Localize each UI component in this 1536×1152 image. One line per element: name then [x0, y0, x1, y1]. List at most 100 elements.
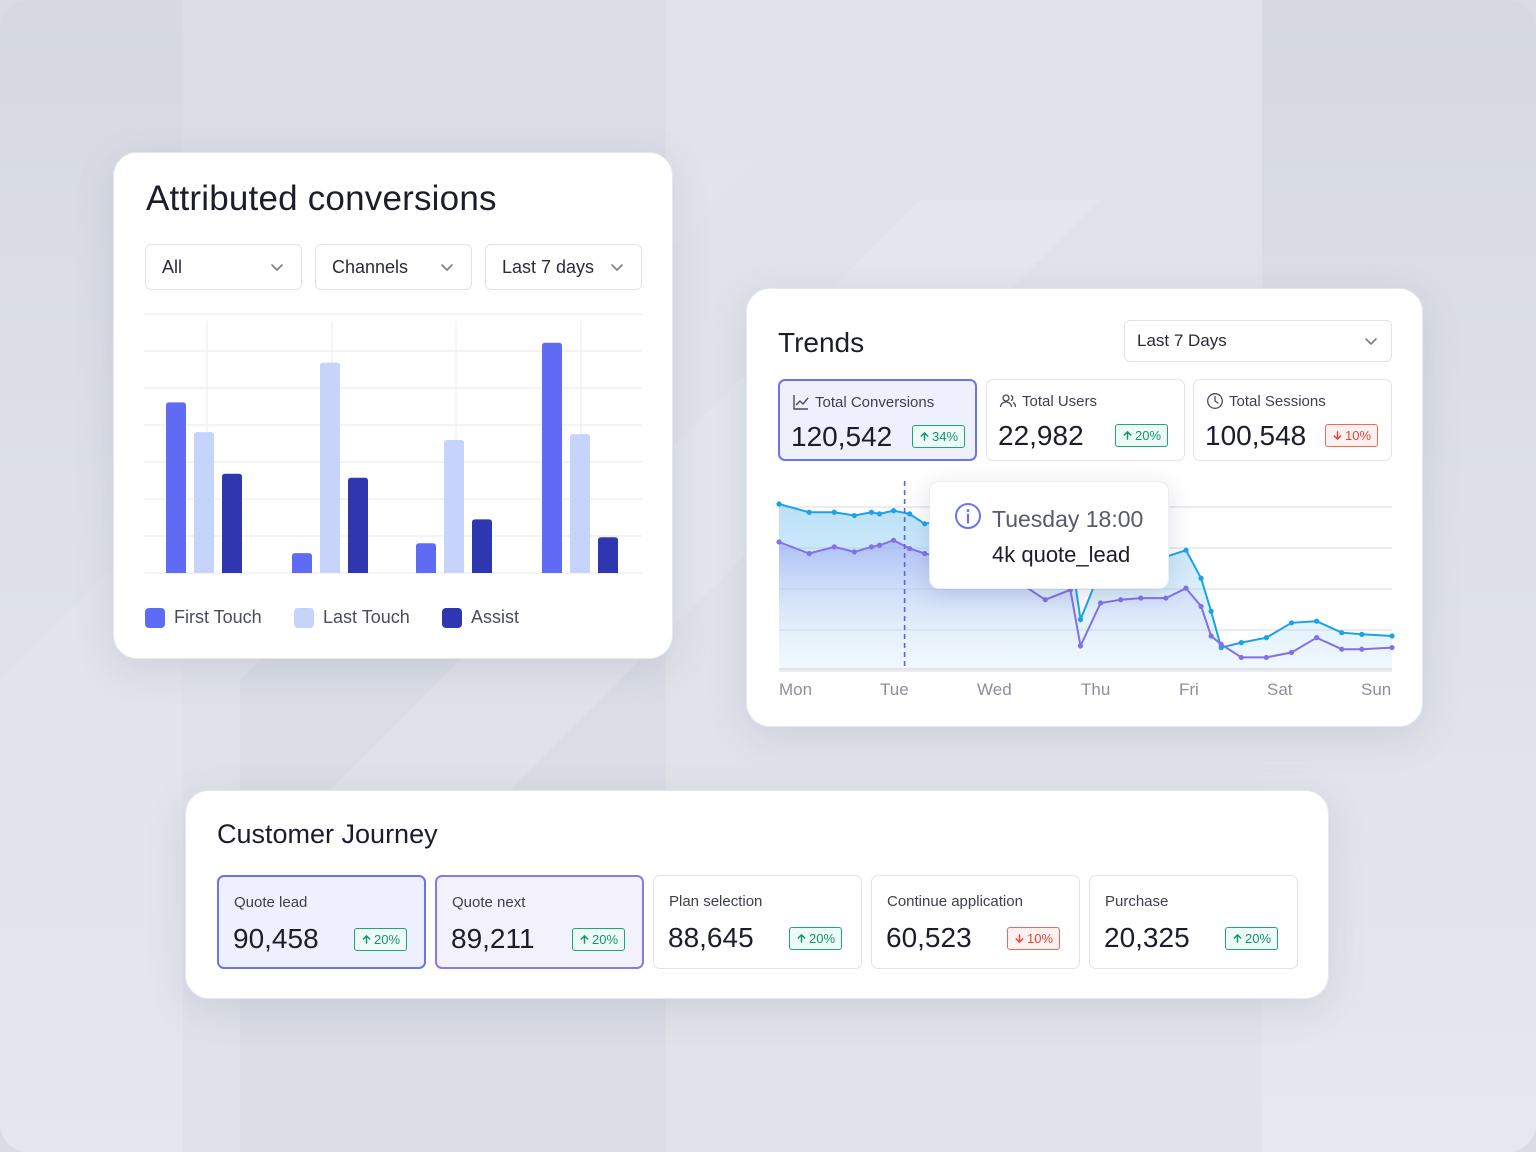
point-quote-lead[interactable] — [868, 544, 875, 550]
point-quote-lead[interactable] — [1198, 603, 1204, 609]
point-total-conversions[interactable] — [1198, 575, 1204, 581]
x-tick-label: Mon — [779, 680, 813, 699]
point-quote-lead[interactable] — [831, 544, 837, 550]
stat-total-users[interactable]: Total Users 22,982 20% — [986, 379, 1185, 461]
point-total-conversions[interactable] — [806, 509, 812, 515]
bar-first-touch[interactable] — [292, 553, 312, 573]
point-quote-lead[interactable] — [806, 550, 812, 557]
dimension-dropdown[interactable]: Channels — [315, 244, 472, 290]
attributed-bar-chart — [144, 313, 642, 574]
point-total-conversions[interactable] — [1339, 630, 1345, 636]
point-total-conversions[interactable] — [1314, 618, 1320, 624]
chevron-down-icon — [271, 264, 283, 271]
stat-value: 22,982 — [998, 420, 1084, 451]
point-quote-lead[interactable] — [890, 537, 897, 543]
point-total-conversions[interactable] — [1288, 620, 1295, 626]
bar-assist[interactable] — [472, 519, 492, 573]
stat-total-conversions[interactable]: Total Conversions 120,542 34% — [778, 379, 977, 461]
segment-dropdown[interactable]: All — [145, 244, 302, 290]
point-quote-lead[interactable] — [776, 539, 782, 545]
info-icon — [955, 503, 981, 529]
point-quote-lead[interactable] — [1118, 597, 1124, 603]
bar-first-touch[interactable] — [166, 402, 186, 573]
point-quote-lead[interactable] — [1163, 595, 1169, 601]
legend-label: First Touch — [174, 607, 262, 627]
attributed-title: Attributed conversions — [146, 179, 497, 218]
point-quote-lead[interactable] — [851, 549, 857, 555]
users-icon — [999, 394, 1017, 408]
clock-icon — [1207, 393, 1223, 409]
point-total-conversions[interactable] — [922, 521, 928, 527]
journey-step-purchase[interactable]: Purchase 20,325 20% — [1089, 875, 1298, 969]
point-quote-lead[interactable] — [1097, 600, 1104, 606]
x-tick-label: Sat — [1267, 680, 1293, 699]
point-quote-lead[interactable] — [1218, 641, 1224, 647]
x-tick-label: Tue — [880, 680, 909, 699]
journey-step-value: 88,645 — [668, 922, 754, 953]
point-total-conversions[interactable] — [876, 511, 883, 517]
journey-step-plan-selection[interactable]: Plan selection 88,645 20% — [653, 875, 862, 969]
point-total-conversions[interactable] — [1389, 633, 1395, 639]
point-quote-lead[interactable] — [1288, 649, 1295, 656]
point-total-conversions[interactable] — [1263, 635, 1269, 641]
point-total-conversions[interactable] — [831, 509, 837, 515]
range-dropdown[interactable]: Last 7 days — [485, 244, 642, 290]
bar-assist[interactable] — [222, 473, 242, 573]
journey-step-label: Continue application — [887, 893, 1023, 910]
journey-step-quote-lead[interactable]: Quote lead 90,458 20% — [217, 875, 426, 969]
point-total-conversions[interactable] — [890, 508, 897, 514]
point-quote-lead[interactable] — [907, 545, 913, 552]
journey-step-quote-next[interactable]: Quote next 89,211 20% — [435, 875, 644, 969]
stat-change-badge: 10% — [1325, 424, 1379, 447]
point-total-conversions[interactable] — [1208, 608, 1214, 614]
journey-change: 20% — [809, 931, 836, 946]
point-total-conversions[interactable] — [1359, 631, 1365, 637]
point-quote-lead[interactable] — [1077, 643, 1084, 649]
bar-last-touch[interactable] — [570, 434, 590, 573]
trends-range-dropdown[interactable]: Last 7 Days — [1124, 320, 1392, 362]
bar-assist[interactable] — [598, 537, 618, 573]
point-total-conversions[interactable] — [868, 509, 875, 515]
stat-total-sessions[interactable]: Total Sessions 100,548 10% — [1193, 379, 1392, 461]
bar-assist[interactable] — [348, 477, 368, 573]
bar-first-touch[interactable] — [416, 543, 436, 573]
point-quote-lead[interactable] — [1339, 646, 1345, 652]
journey-change: 10% — [1027, 931, 1054, 946]
point-quote-lead[interactable] — [1314, 635, 1320, 641]
line-chart-icon — [793, 395, 809, 410]
journey-change-badge: 10% — [1007, 927, 1061, 950]
dimension-dropdown-label: Channels — [332, 256, 409, 277]
journey-step-continue-application[interactable]: Continue application 60,523 10% — [871, 875, 1080, 969]
point-quote-lead[interactable] — [1359, 646, 1365, 652]
point-total-conversions[interactable] — [851, 512, 857, 519]
legend-assist: Assist — [442, 607, 519, 628]
stat-label-text: Total Conversions — [815, 393, 935, 411]
point-quote-lead[interactable] — [1389, 644, 1395, 651]
point-total-conversions[interactable] — [776, 501, 782, 507]
point-quote-lead[interactable] — [1208, 633, 1214, 639]
stat-value: 120,542 — [791, 421, 893, 452]
point-quote-lead[interactable] — [1183, 585, 1189, 591]
bar-first-touch[interactable] — [542, 342, 562, 573]
point-quote-lead[interactable] — [1238, 654, 1244, 661]
attributed-conversions-card: Attributed conversions All Channels Last… — [113, 152, 673, 659]
tooltip-value: 4k quote_lead — [992, 542, 1131, 567]
journey-change: 20% — [374, 932, 401, 947]
x-tick-label: Sun — [1361, 680, 1392, 699]
point-quote-lead[interactable] — [922, 550, 928, 557]
chevron-down-icon — [441, 264, 453, 271]
x-tick-label: Thu — [1081, 680, 1111, 699]
point-quote-lead[interactable] — [1042, 597, 1048, 603]
point-total-conversions[interactable] — [1183, 547, 1189, 553]
journey-change-badge: 20% — [354, 928, 408, 951]
bar-last-touch[interactable] — [194, 432, 214, 573]
point-quote-lead[interactable] — [876, 542, 883, 548]
point-quote-lead[interactable] — [1138, 595, 1144, 601]
point-total-conversions[interactable] — [907, 511, 913, 517]
bar-last-touch[interactable] — [444, 440, 464, 573]
bar-last-touch[interactable] — [320, 362, 340, 573]
journey-step-label: Quote lead — [234, 894, 308, 911]
point-total-conversions[interactable] — [1077, 616, 1084, 623]
point-quote-lead[interactable] — [1263, 654, 1269, 661]
point-total-conversions[interactable] — [1238, 640, 1244, 646]
